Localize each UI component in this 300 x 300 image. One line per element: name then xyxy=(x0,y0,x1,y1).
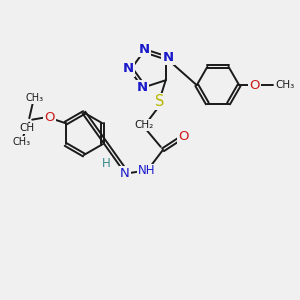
Text: N: N xyxy=(123,62,134,76)
Text: N: N xyxy=(136,81,148,94)
Text: CH₃: CH₃ xyxy=(276,80,295,90)
Text: NH: NH xyxy=(138,164,156,178)
Text: CH₃: CH₃ xyxy=(25,93,43,103)
Text: CH₂: CH₂ xyxy=(134,120,154,130)
Text: O: O xyxy=(249,79,260,92)
Text: O: O xyxy=(44,111,55,124)
Text: O: O xyxy=(178,130,188,143)
Text: N: N xyxy=(163,51,174,64)
Text: H: H xyxy=(102,157,111,169)
Text: S: S xyxy=(154,94,164,109)
Text: N: N xyxy=(139,43,150,56)
Text: N: N xyxy=(120,167,130,180)
Text: CH₃: CH₃ xyxy=(13,137,31,147)
Text: CH: CH xyxy=(20,124,34,134)
